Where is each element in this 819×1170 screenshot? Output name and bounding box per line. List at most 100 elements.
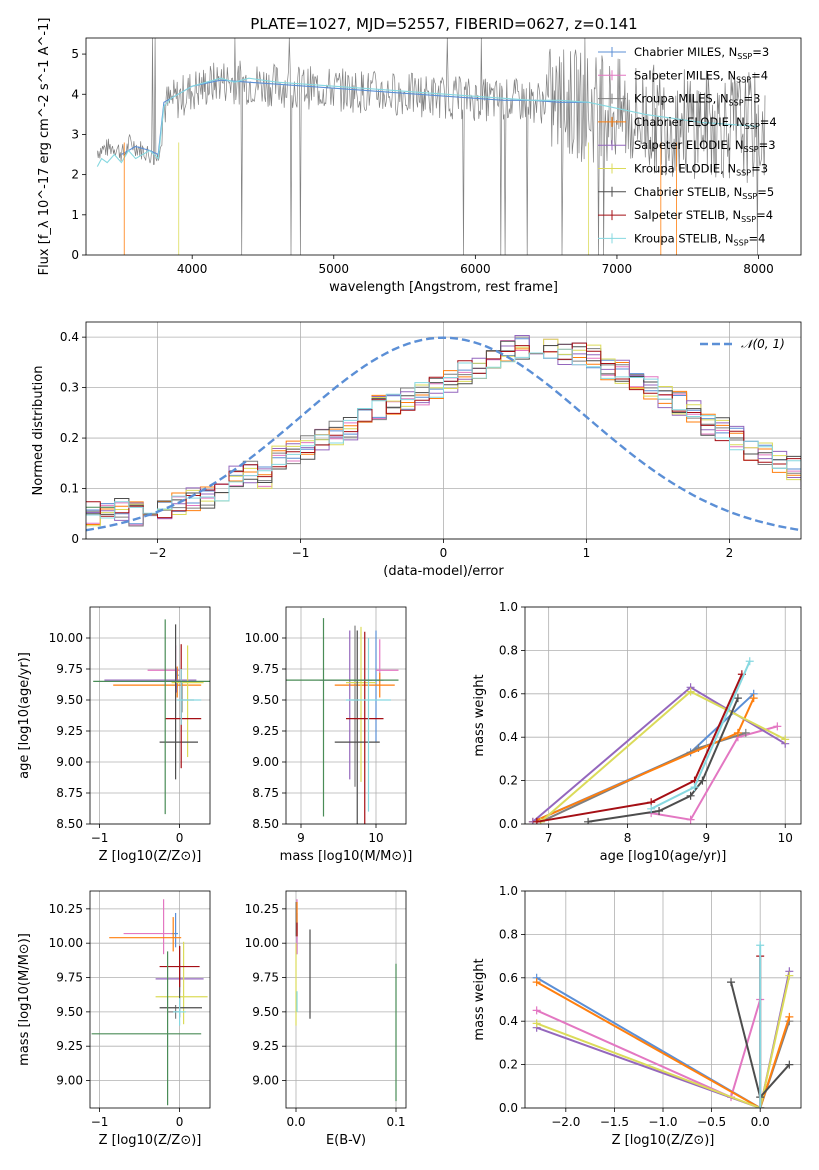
weight-marker	[756, 1104, 765, 1108]
y-tick-label: 10.00	[245, 936, 279, 950]
legend-label: Chabrier MILES, NSSP=3	[634, 45, 769, 61]
weight-marker	[532, 978, 541, 987]
y-tick-label: 1.0	[499, 600, 518, 614]
y-tick-label: 9.25	[56, 1039, 83, 1053]
legend-count: =4	[749, 231, 766, 245]
legend-subscript: SSP	[736, 169, 751, 178]
y-tick-label: 0.8	[499, 643, 518, 657]
normal-reference-curve	[86, 336, 801, 532]
x-tick-label: 0	[176, 1115, 184, 1129]
plot-area	[96, 38, 766, 255]
y-tick-label: 8.75	[56, 786, 83, 800]
weight-marker	[785, 1060, 794, 1069]
y-tick-label: 5	[71, 47, 79, 61]
y-tick-label: 10.25	[49, 902, 83, 916]
y-tick-label: 8.50	[56, 817, 83, 831]
y-tick-label: 10.25	[245, 902, 279, 916]
y-axis-label: Flux [f_λ 10^-17 erg cm^-2 s^-1 A^-1]	[37, 18, 52, 276]
weight-marker	[773, 722, 782, 731]
x-tick-label: 6000	[460, 262, 491, 276]
legend-subscript: SSP	[742, 192, 757, 201]
y-axis-label: age [log10(age/yr)]	[17, 652, 32, 779]
residual-histogram-step	[86, 335, 801, 521]
y-tick-label: 9.25	[252, 724, 279, 738]
weight-marker	[698, 776, 707, 785]
y-tick-label: 2	[71, 168, 79, 182]
legend-count: =3	[759, 138, 776, 152]
y-tick-label: 0.8	[499, 927, 518, 941]
y-tick-label: 9.75	[56, 971, 83, 985]
legend-label: Salpeter MILES, NSSP=4	[634, 68, 768, 84]
y-tick-label: 9.00	[56, 1074, 83, 1088]
x-axis-label: (data-model)/error	[383, 564, 504, 579]
x-axis-label: Z [log10(Z/Z⊙)]	[99, 849, 202, 864]
y-tick-label: 0.2	[499, 774, 518, 788]
axes-frame	[285, 606, 407, 825]
residual-histogram-step	[86, 338, 801, 527]
residual-histogram-step	[86, 340, 801, 515]
mass-vs-ebv-panel: 0.0 0.1 9.00 9.25 9.50 9.75 10.00 10.25 E(B-V)	[245, 890, 407, 1148]
legend-count: =3	[752, 45, 769, 59]
residual-histogram-step	[86, 342, 801, 519]
weight-marker	[733, 694, 742, 703]
weight-marker	[686, 791, 695, 800]
weight-marker	[655, 806, 664, 815]
y-tick-label: 0.2	[499, 1058, 518, 1072]
x-axis-label: E(B-V)	[326, 1133, 366, 1148]
x-tick-label: 0.0	[286, 1115, 305, 1129]
x-axis-label: Z [log10(Z/Z⊙)]	[99, 1133, 202, 1148]
y-tick-label: 9.50	[252, 1005, 279, 1019]
legend-count: =5	[757, 185, 774, 199]
y-axis-label: mass weight	[472, 958, 487, 1040]
axes-frame	[524, 606, 802, 825]
weight-marker	[690, 783, 699, 792]
y-axis-label: mass weight	[472, 674, 487, 756]
x-tick-label: −1	[91, 1115, 109, 1129]
legend-label: Chabrier STELIB, NSSP=5	[634, 185, 774, 201]
plot-area	[295, 899, 397, 1102]
legend-label: Kroupa ELODIE, NSSP=3	[634, 162, 768, 178]
weight-marker	[741, 728, 750, 737]
y-tick-label: 8.50	[252, 817, 279, 831]
y-tick-label: 9.50	[252, 693, 279, 707]
legend-count: =4	[751, 68, 768, 82]
x-tick-label: 0	[440, 546, 448, 560]
y-tick-label: 0.6	[499, 971, 518, 985]
x-tick-label: −1.0	[648, 1115, 677, 1129]
y-tick-label: 1	[71, 208, 79, 222]
residual-histogram-step	[86, 336, 801, 527]
y-tick-label: 9.75	[56, 662, 83, 676]
y-tick-label: 9.75	[252, 662, 279, 676]
x-tick-label: −1.5	[600, 1115, 629, 1129]
weight-marker	[532, 1006, 541, 1015]
residual-histogram-step	[86, 348, 801, 519]
legend-subscript: SSP	[741, 215, 756, 224]
figure-title: PLATE=1027, MJD=52557, FIBERID=0627, z=0…	[250, 15, 637, 33]
weight-marker	[756, 941, 765, 950]
x-tick-label: 8	[624, 831, 632, 845]
age-vs-metallicity-panel: −1 0 8.50 8.75 9.00 9.25 9.50 9.75 10.00 Z [log10…	[17, 606, 211, 864]
weight-marker	[781, 735, 790, 744]
y-tick-label: 0	[71, 248, 79, 262]
weight-line	[651, 725, 778, 821]
y-tick-label: 10.00	[245, 631, 279, 645]
weight-line	[532, 686, 786, 823]
x-axis-label: age [log10(age/yr)]	[600, 849, 727, 864]
weight-marker	[733, 728, 742, 737]
x-axis-label: mass [log10(M/M⊙)]	[280, 849, 413, 864]
x-tick-label: 7000	[602, 262, 633, 276]
weight-marker	[785, 1012, 794, 1021]
y-tick-label: 0.4	[60, 330, 79, 344]
y-axis-label: mass [log10(M/M⊙)]	[17, 933, 32, 1066]
weight-marker	[745, 657, 754, 666]
y-tick-label: 4	[71, 87, 79, 101]
x-tick-label: 10	[778, 831, 793, 845]
weight-line	[532, 693, 755, 823]
legend-subscript: SSP	[734, 238, 749, 247]
x-tick-label: 9	[297, 831, 305, 845]
axes-frame	[85, 37, 802, 256]
model-spectrum-line	[96, 77, 759, 167]
plot-area	[91, 899, 208, 1106]
y-tick-label: 0.6	[499, 687, 518, 701]
